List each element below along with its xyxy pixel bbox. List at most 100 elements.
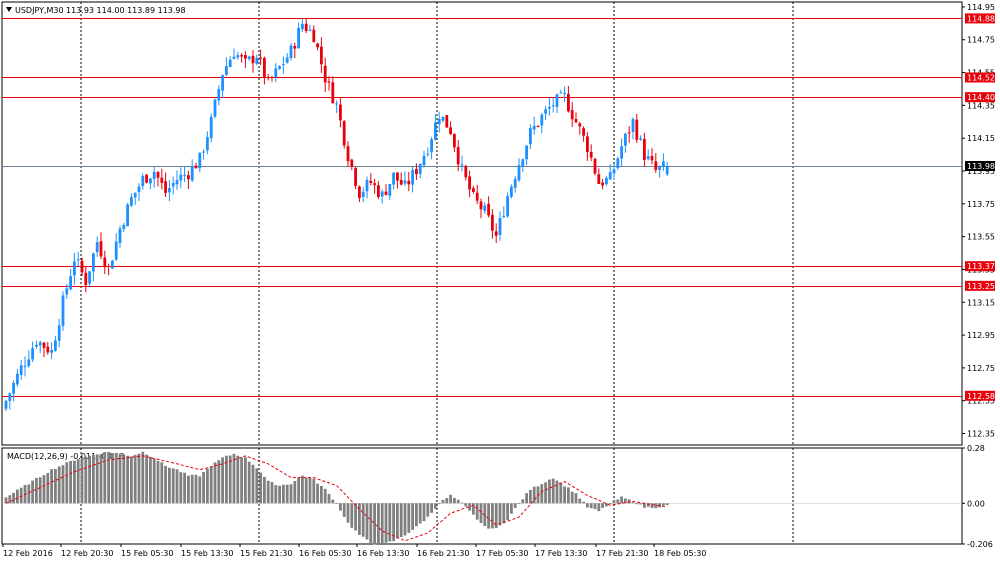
macd-bar — [175, 469, 179, 504]
macd-bar — [304, 477, 308, 504]
macd-bar — [69, 460, 72, 504]
candle-body — [16, 373, 19, 385]
grid-lines — [80, 2, 794, 544]
x-tick-label: 16 Feb 05:30 — [299, 549, 351, 558]
macd-bar — [620, 496, 623, 504]
macd-bar — [213, 462, 217, 504]
macd-bar — [380, 503, 384, 544]
level-price-tag-label: 112.58 — [967, 392, 995, 401]
candle-body — [468, 176, 471, 190]
macd-bar — [498, 503, 502, 526]
macd-bar — [38, 477, 42, 504]
macd-bar — [540, 484, 544, 504]
candle-body — [555, 94, 559, 107]
y-tick-label: 114.75 — [967, 36, 995, 45]
candle-body — [464, 165, 468, 178]
candle-body — [453, 134, 456, 148]
symbol-dropdown-icon[interactable] — [6, 7, 12, 12]
macd-bar — [373, 503, 376, 545]
macd-bar — [194, 474, 198, 504]
macd-bar — [434, 503, 437, 509]
macd-bar — [171, 468, 175, 504]
candle-body — [517, 165, 521, 181]
candle-body — [156, 172, 160, 178]
macd-bar — [183, 472, 186, 504]
candle-body — [149, 178, 152, 184]
macd-bar — [323, 488, 327, 504]
macd-bar — [563, 486, 566, 504]
macd-bar — [160, 462, 164, 504]
current-price-tag — [965, 161, 995, 171]
macd-bar — [582, 501, 585, 504]
candle-body — [111, 260, 114, 269]
macd-bar — [244, 457, 247, 504]
macd-bar — [209, 466, 213, 504]
macd-bar — [259, 472, 262, 504]
macd-tick-label: -0.206 — [967, 540, 993, 549]
macd-bar — [475, 503, 479, 520]
y-tick-label: 112.75 — [967, 364, 995, 373]
candle-body — [183, 174, 186, 176]
candle-body — [80, 260, 84, 273]
macd-bar — [187, 475, 190, 504]
candle-body — [251, 55, 255, 64]
candle-body — [506, 196, 509, 217]
candle-body — [354, 167, 357, 186]
candle-body — [491, 214, 494, 231]
candle-body — [244, 55, 247, 59]
macd-bar — [8, 495, 12, 504]
level-price-tag — [965, 261, 995, 272]
candle-body — [422, 155, 426, 166]
macd-label: MACD(12,26,9) -0.011 -0.018 — [7, 452, 124, 461]
macd-bar — [559, 482, 563, 504]
y-tick-label: 114.35 — [967, 101, 995, 110]
candle-body — [536, 125, 540, 127]
macd-bar — [190, 474, 194, 504]
candle-body — [65, 288, 69, 295]
candle-body — [342, 121, 346, 146]
macd-bar — [521, 499, 525, 504]
candle-body — [358, 186, 361, 199]
macd-bar — [354, 503, 357, 531]
candle-body — [430, 139, 433, 153]
candle-body — [441, 116, 445, 121]
macd-bar — [411, 503, 414, 530]
macd-bar — [65, 462, 69, 504]
x-tick-label: 16 Feb 21:30 — [417, 549, 469, 558]
candle-body — [19, 365, 23, 375]
macd-bar — [228, 455, 232, 504]
candle-body — [472, 188, 475, 192]
macd-bar — [16, 489, 19, 504]
candle-body — [8, 393, 12, 401]
candle-body — [175, 180, 179, 185]
candle-body — [320, 46, 323, 65]
macd-bar — [399, 503, 403, 537]
macd-bar — [339, 503, 342, 511]
candle-body — [31, 348, 34, 360]
macd-bar — [202, 471, 205, 504]
candle-body — [42, 342, 46, 348]
candle-body — [35, 344, 38, 347]
macd-bar — [350, 503, 354, 528]
macd-bar — [491, 503, 494, 529]
macd-bar — [377, 503, 380, 545]
horizontal-levels[interactable] — [2, 18, 962, 397]
candle-body — [69, 276, 72, 290]
macd-bar — [612, 500, 616, 504]
candle-body — [396, 172, 399, 181]
candle-body — [103, 257, 107, 268]
main-pane[interactable] — [1, 1, 963, 446]
macd-bar — [312, 478, 316, 504]
time-axis: 12 Feb 2016 12 Feb 20:30 15 Feb 05:30 15 Fe… — [2, 544, 706, 558]
candle-body — [137, 186, 141, 192]
macd-bar — [111, 453, 114, 504]
macd-bar — [551, 478, 555, 504]
candle-body — [456, 147, 460, 165]
x-tick-label: 17 Feb 05:30 — [476, 549, 528, 558]
candle-body — [259, 57, 262, 59]
candle-body — [377, 185, 380, 198]
candle-body — [498, 218, 502, 235]
candle-body — [608, 172, 612, 180]
level-price-tag — [965, 390, 995, 401]
